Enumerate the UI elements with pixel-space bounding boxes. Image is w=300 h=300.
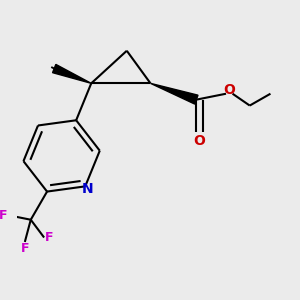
Text: O: O bbox=[194, 134, 205, 148]
Text: O: O bbox=[223, 83, 235, 97]
Text: F: F bbox=[0, 209, 8, 222]
Polygon shape bbox=[151, 83, 198, 104]
Polygon shape bbox=[52, 64, 91, 83]
Text: F: F bbox=[21, 242, 29, 255]
Text: N: N bbox=[82, 182, 93, 196]
Text: F: F bbox=[45, 231, 54, 244]
